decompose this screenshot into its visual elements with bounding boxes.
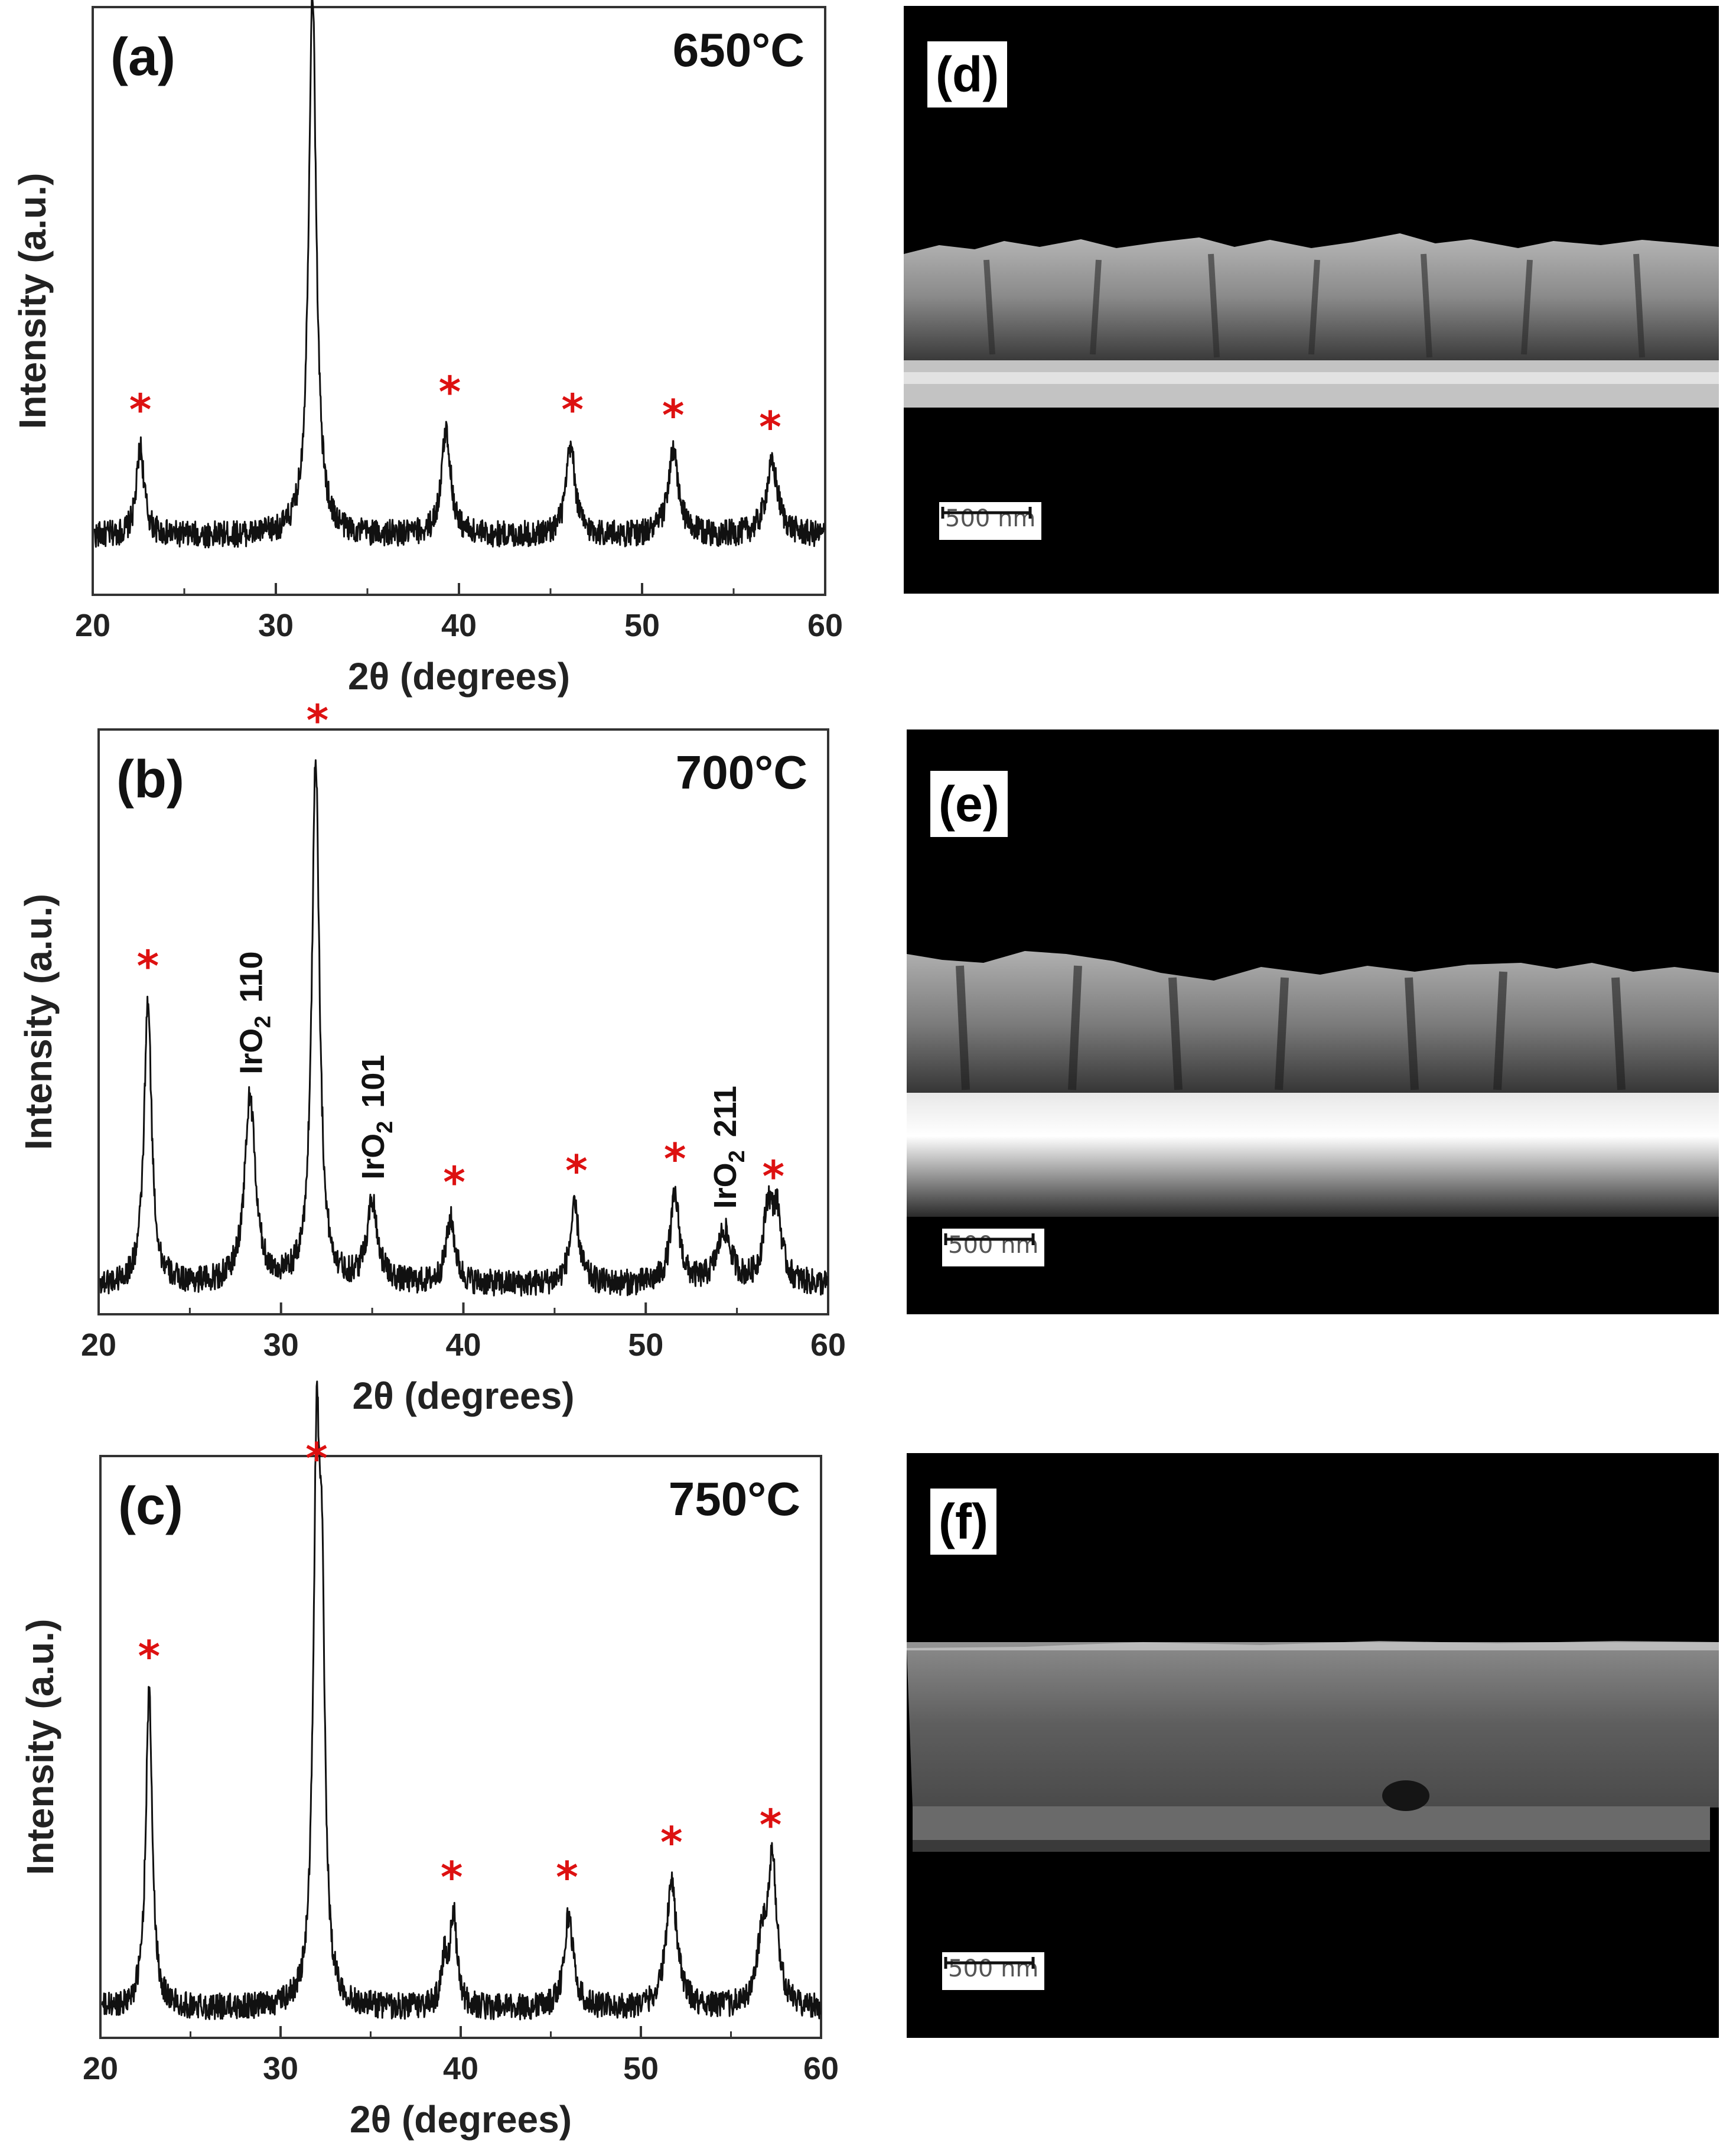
peak-marker: * [305,1434,328,1483]
diffraction-trace [101,1380,821,2021]
y-axis-label: Intensity (a.u.) [11,173,54,429]
peak-marker: * [439,367,461,416]
y-axis-label: Intensity (a.u.) [19,1619,61,1875]
phase-annotation: IrO2 211 [708,1086,750,1209]
x-tick-label: 30 [258,608,294,643]
x-tick-label: 60 [807,608,843,643]
x-tick-label: 50 [623,2051,659,2086]
peak-marker: * [129,385,152,434]
x-tick-label: 30 [263,2051,298,2086]
scale-bar-e: 500 nm [942,1229,1045,1266]
panel-label-f: (f) [930,1489,996,1555]
peak-marker: * [138,1631,161,1681]
phase-formula: IrO [233,1028,269,1074]
phase-subscript: 2 [373,1121,398,1134]
phase-hkl: 101 [356,1055,391,1108]
phase-formula: IrO [708,1162,743,1209]
sem-image-e: (e) 500 nm [907,729,1719,1314]
x-tick-label: 20 [83,2051,118,2086]
phase-subscript: 2 [725,1150,750,1162]
xrd-chart-c: 20 30 40 50 60 2θ (degrees) Intensity (a.u.) (c… [19,1380,839,2141]
x-tick-label: 50 [624,608,660,643]
x-tick-label: 60 [803,2051,839,2086]
peak-marker: * [443,1158,465,1207]
sem-cross-section-e [907,951,1719,1217]
peak-marker: * [664,1134,686,1184]
scale-bar-label-d: 500 nm [945,505,1036,532]
sem-image-f: (f) 500 nm [907,1453,1719,2038]
y-axis-label: Intensity (a.u.) [17,894,60,1150]
x-tick-label: 20 [81,1327,116,1363]
peak-marker: * [441,1852,463,1902]
sem-cross-section-d [904,233,1719,408]
phase-annotation: IrO2 101 [356,1055,398,1180]
phase-hkl: 110 [233,951,269,1002]
peak-marker: * [763,1152,785,1201]
x-axis-label: 2θ (degrees) [352,1375,574,1417]
phase-annotation: IrO2 110 [233,951,275,1074]
x-tick-label: 60 [810,1327,846,1363]
x-tick-label: 40 [443,2051,478,2086]
phase-subscript: 2 [250,1016,275,1028]
x-axis-label: 2θ (degrees) [350,2098,572,2141]
temperature-label: 700°C [676,746,807,799]
panel-label-d: (d) [927,41,1008,108]
plot-frame [92,6,826,596]
scale-bar-label-f: 500 nm [948,1955,1039,1982]
scale-bar-line-d [941,507,1032,519]
x-tick-label: 30 [263,1327,299,1363]
diffraction-trace [93,0,825,549]
panel-label: (a) [110,28,175,87]
scale-bar-line-f [944,1957,1035,1969]
diffraction-trace [99,759,828,1297]
peak-marker: * [565,1146,588,1196]
scale-bar-label-e: 500 nm [948,1232,1039,1259]
panel-label-e: (e) [930,771,1008,837]
xrd-chart-b: 20 30 40 50 60 2θ (degrees) Intensity (a.u.) (b… [17,696,846,1418]
peak-marker: * [556,1852,578,1902]
scale-bar-line-e [944,1233,1035,1245]
peak-marker: * [137,941,159,991]
x-axis-label: 2θ (degrees) [348,655,570,698]
sem-image-d: (d) 500 nm [904,6,1719,594]
phase-formula: IrO [356,1134,391,1180]
sem-cross-section-f [907,1641,1719,1852]
plot-frame [99,1455,822,2039]
peak-marker: * [660,1818,683,1867]
x-tick-label: 50 [628,1327,663,1363]
phase-hkl: 211 [708,1086,743,1137]
panel-label: (c) [118,1477,183,1536]
xrd-chart-a: 20 30 40 50 60 2θ (degrees) Intensity (a.u.) (a… [11,0,843,698]
x-tick-label: 20 [75,608,110,643]
temperature-label: 750°C [669,1473,800,1525]
peak-marker: * [307,696,329,745]
temperature-label: 650°C [673,24,804,76]
peak-marker: * [759,402,781,452]
xrd-charts: 20 30 40 50 60 2θ (degrees) Intensity (a.u.) (a… [11,0,846,2141]
scale-bar-f: 500 nm [942,1952,1045,1990]
x-tick-label: 40 [445,1327,481,1363]
scale-bar-d: 500 nm [939,502,1042,540]
peak-marker: * [662,390,685,440]
peak-marker: * [760,1800,782,1850]
peak-marker: * [561,385,584,434]
x-tick-label: 40 [441,608,477,643]
plot-frame [97,728,829,1315]
panel-label: (b) [116,750,184,809]
